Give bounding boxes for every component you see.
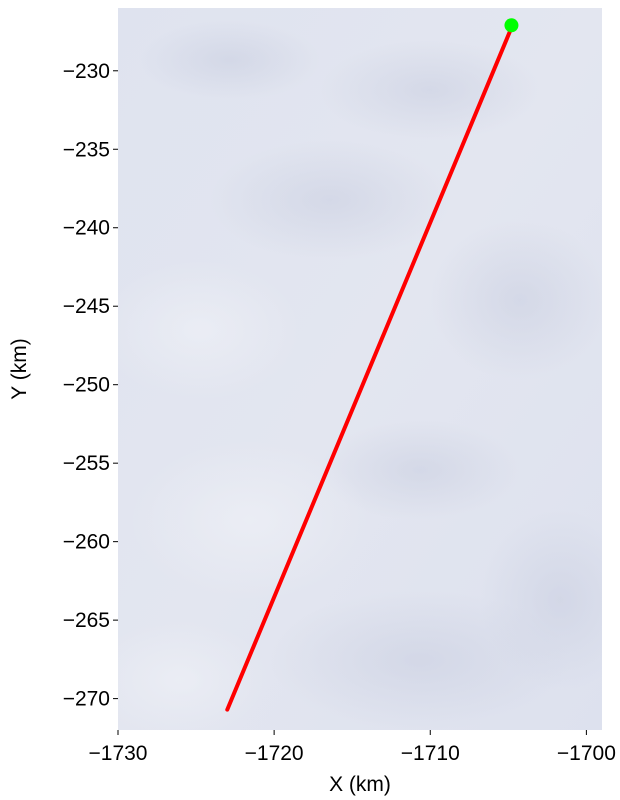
x-tick-label: −1720 xyxy=(245,742,304,765)
y-tick-label: −245 xyxy=(63,295,110,318)
tick-labels: −1730 −1720 −1710 −1700 −230 −235 −240 −245 −250… xyxy=(63,60,616,765)
marker-layer xyxy=(504,18,519,33)
axis-ticks xyxy=(113,70,587,735)
x-tick-label: −1700 xyxy=(557,742,616,765)
x-axis-label: X (km) xyxy=(329,773,391,796)
y-axis-label: Y (km) xyxy=(8,338,31,399)
y-tick-label: −250 xyxy=(63,374,110,397)
satellite-image-background xyxy=(118,8,602,730)
y-tick-label: −260 xyxy=(63,531,110,554)
x-tick-label: −1710 xyxy=(401,742,460,765)
series-layer xyxy=(225,29,512,712)
x-tick-label: −1730 xyxy=(89,742,148,765)
y-tick-label: −230 xyxy=(63,60,110,83)
start-point-marker xyxy=(504,18,519,33)
series-line-0 xyxy=(225,29,512,712)
y-tick-label: −270 xyxy=(63,688,110,711)
y-tick-label: −240 xyxy=(63,217,110,240)
y-tick-label: −265 xyxy=(63,609,110,632)
y-tick-label: −235 xyxy=(63,138,110,161)
y-tick-label: −255 xyxy=(63,452,110,475)
